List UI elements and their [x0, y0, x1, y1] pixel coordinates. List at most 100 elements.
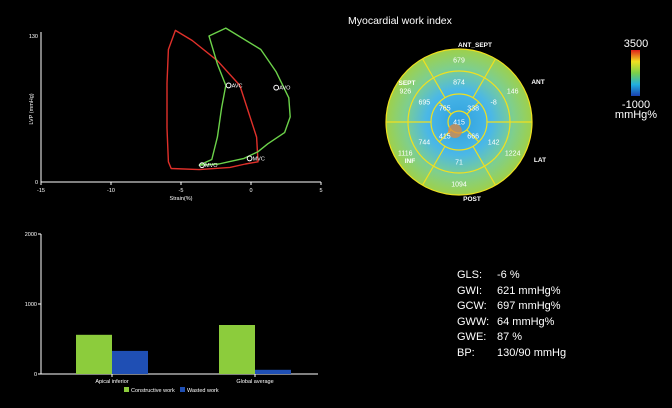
basal-segment-value: 1224: [505, 151, 521, 158]
basal-segment-value: 1094: [451, 182, 467, 189]
scale-max-label: 3500: [624, 38, 648, 50]
color-scale-bar: [631, 50, 640, 96]
metric-row: GWI: 621 mmHg%: [457, 284, 566, 300]
basal-segment-value: 1116: [398, 151, 413, 158]
metric-label: BP:: [457, 346, 475, 359]
loop-series-line-0: [166, 29, 259, 171]
loop-y-tick-label: 0: [35, 180, 38, 186]
basal-segment-value: 146: [507, 89, 519, 96]
bullseye-spoke: [421, 58, 446, 99]
metric-value: 130/90 mmHg: [497, 346, 567, 359]
loop-marker: [199, 162, 205, 169]
bar-legend: Constructive work Wasted work: [124, 387, 219, 394]
wall-label: POST: [463, 196, 481, 203]
loop-x-tick-label: -15: [37, 188, 45, 194]
apical-segment-value: 338: [467, 105, 479, 112]
loop-marker-label: MVO: [205, 163, 218, 169]
basal-segment-value: 926: [399, 89, 411, 96]
loop-x-axis-label: Strain(%): [170, 196, 193, 202]
apical-segment-value: 765: [439, 105, 451, 112]
scale-min-label: -1000: [622, 99, 650, 111]
wall-label: LAT: [534, 157, 546, 164]
bullseye-spoke: [421, 145, 446, 186]
bullseye-title: Myocardial work index: [348, 15, 453, 27]
loop-y-tick-label: 130: [29, 34, 38, 40]
loop-marker: [273, 84, 280, 91]
metric-label: GWW:: [457, 315, 490, 328]
loop-axes: -15 -10 -5 0 5 130 0 Strain(%) LVP (mmHg): [29, 32, 323, 202]
bullseye-apical-spoke: [466, 101, 480, 115]
apex-value: 415: [453, 120, 465, 127]
metric-row: GLS: -6 %: [457, 268, 566, 284]
loop-marker: [225, 82, 232, 89]
metric-label: GWE:: [457, 331, 487, 343]
bullseye-rings: [385, 48, 533, 196]
apical-segment-value: 666: [467, 134, 479, 141]
loop-x-tick-label: 0: [249, 188, 252, 194]
mid-segment-value: 874: [453, 80, 465, 87]
metric-value: 621 mmHg%: [497, 284, 561, 297]
bar-category-label: Apical inferior: [95, 379, 128, 385]
metric-value: 87 %: [497, 331, 523, 343]
basal-segment-value: 679: [453, 58, 465, 65]
bar-0-0: [76, 334, 112, 374]
metric-row: GWE: 87 %: [457, 330, 566, 346]
mid-segment-value: 695: [419, 100, 431, 107]
loop-series-line-1: [198, 27, 291, 166]
metric-value: 697 mmHg%: [497, 300, 561, 312]
loop-marker-label: AVO: [279, 86, 291, 92]
metric-value: 64 mmHg%: [497, 315, 555, 328]
bullseye-wall-labels: ANT_SEPT ANT LAT POST INF SEPT: [399, 42, 547, 203]
legend-label: Wasted work: [187, 388, 219, 394]
loop-marker: [246, 155, 253, 162]
bullseye-apical-spoke: [438, 101, 452, 115]
wall-label: ANT: [531, 79, 544, 86]
metric-row: BP: 130/90 mmHg: [457, 346, 566, 362]
mid-segment-value: -8: [491, 100, 497, 107]
bar-1-0: [112, 350, 148, 374]
wall-label: INF: [405, 158, 416, 165]
metric-label: GWI:: [457, 284, 483, 297]
bar-y-tick-label: 0: [34, 372, 37, 378]
loop-x-tick-label: -5: [179, 188, 184, 194]
bullseye-hotspot: [448, 124, 462, 138]
bar-y-tick-label: 1000: [25, 302, 37, 308]
loop-marker-label: AVC: [232, 83, 243, 89]
bar-0-1: [219, 325, 255, 374]
metric-value: -6 %: [497, 269, 520, 281]
bar-1-1: [255, 369, 291, 374]
loop-x-tick-label: 5: [319, 188, 322, 194]
legend-swatch: [180, 387, 185, 392]
bullseye-values: 679 146 1224 1094 1116 926 874 -8 142 71 744 695 765…: [398, 58, 521, 189]
bullseye-apical-spoke: [466, 129, 480, 143]
bar-axes: 0 1000 2000 Apical inferior Global average: [25, 232, 318, 385]
apical-segment-value: 415: [439, 134, 451, 141]
metric-row: GWW: 64 mmHg%: [457, 315, 566, 331]
bar-y-tick-label: 2000: [25, 232, 37, 238]
mid-segment-value: 71: [455, 160, 463, 167]
mid-segment-value: 142: [488, 140, 500, 147]
loop-y-axis-label: LVP (mmHg): [29, 93, 35, 124]
metric-row: GCW: 697 mmHg%: [457, 299, 566, 315]
wall-label: ANT_SEPT: [458, 42, 492, 49]
loop-series: [166, 27, 291, 171]
global-metrics: GLS: -6 % GWI: 621 mmHg% GCW: 697 mmHg% GWW: 64…: [457, 268, 566, 361]
legend-swatch: [124, 387, 129, 392]
bullseye-spoke: [472, 58, 497, 99]
wall-label: SEPT: [399, 80, 416, 87]
loop-annotations: AVC AVO MVC MVO: [199, 82, 291, 169]
loop-marker-label: MVC: [253, 156, 265, 162]
metric-label: GLS:: [457, 269, 483, 281]
mid-segment-value: 744: [419, 140, 431, 147]
bullseye-spoke: [472, 145, 497, 186]
bullseye-disc: [386, 49, 532, 195]
legend-label: Constructive work: [131, 388, 175, 394]
loop-x-tick-label: -10: [107, 188, 115, 194]
bar-category-label: Global average: [236, 379, 273, 385]
metric-label: GCW:: [457, 300, 487, 312]
scale-unit-label: mmHg%: [615, 109, 657, 121]
bar-marks: [76, 325, 291, 374]
